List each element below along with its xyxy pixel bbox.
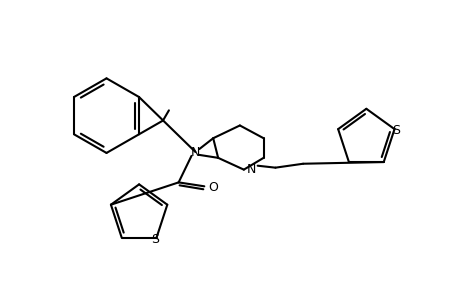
- Text: S: S: [392, 124, 400, 136]
- Text: S: S: [151, 233, 159, 246]
- Text: N: N: [246, 163, 256, 176]
- Text: N: N: [190, 146, 200, 159]
- Text: O: O: [208, 181, 218, 194]
